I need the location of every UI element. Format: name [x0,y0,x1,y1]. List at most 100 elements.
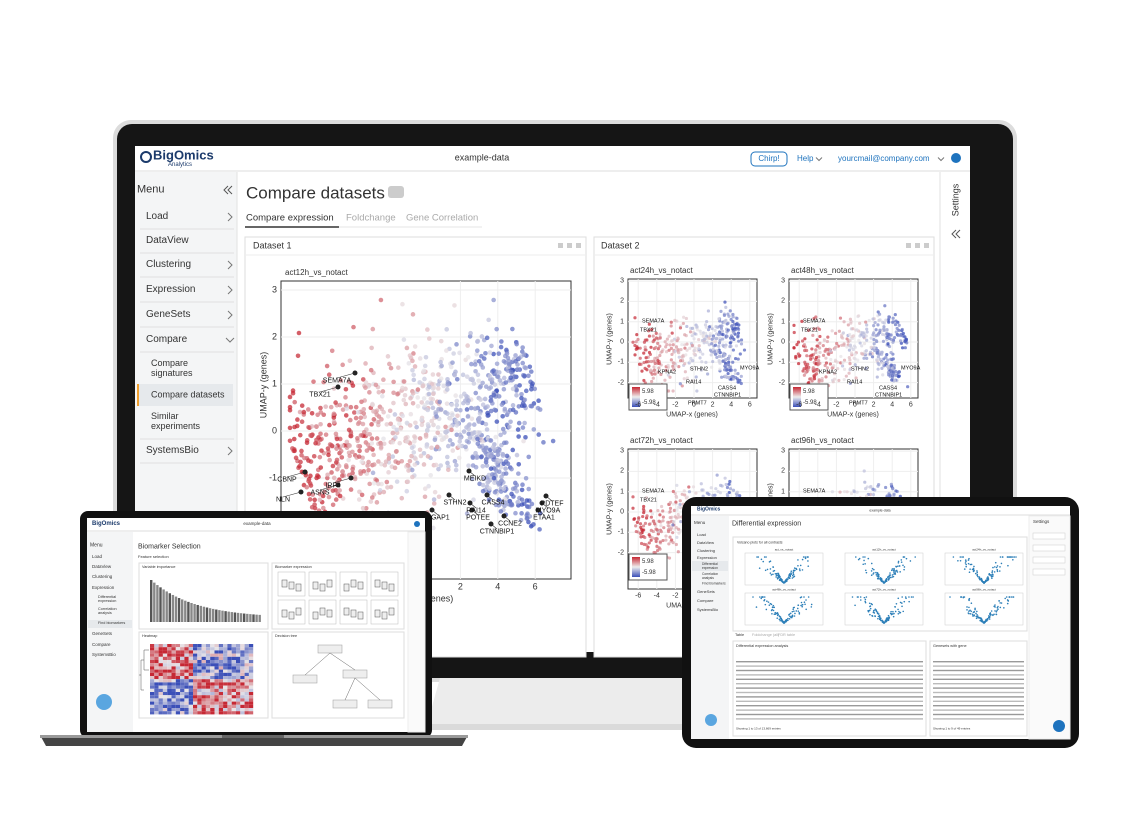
table-row [933,687,1024,689]
scatter-point [431,497,437,502]
scatter-point [537,527,542,532]
tab[interactable]: Foldchange (all) [752,633,780,638]
scatter-point [422,494,428,500]
volcano-point [760,558,763,561]
expand-icon [951,229,961,239]
scatter-point [409,467,415,473]
table-row [736,691,923,694]
scatter-point [403,401,409,407]
menu-subitem[interactable]: Differential expression [702,562,718,570]
volcano-point [889,574,892,576]
tab[interactable]: FDR table [778,633,796,638]
setting-field [1032,568,1066,576]
scatter-point [287,404,293,410]
menu-subitem[interactable]: Correlation analysis [702,572,719,580]
volcano-point [879,577,882,580]
volcano-point [862,563,865,566]
scatter-point [496,497,502,502]
scatter-point [287,438,293,444]
menu-item[interactable]: Expression [697,555,717,560]
volcano-point [993,613,995,616]
volcano-point [975,612,977,615]
volcano-point [973,610,976,613]
scatter-point [477,411,483,416]
volcano-point [794,612,796,615]
menu-item[interactable]: Load [697,532,706,537]
volcano-point [900,559,903,561]
scatter-point [331,419,337,425]
collapse-icon [223,185,233,195]
volcano-point [785,618,788,621]
volcano-point [990,610,993,612]
panel-title: Genesets with gene [933,644,967,649]
volcano-point [902,556,905,558]
volcano-point [965,563,967,566]
scatter-point [376,459,381,464]
table-row [933,696,1024,698]
volcano-point [969,613,972,615]
scatter-point [418,453,424,459]
volcano-point [959,556,962,558]
volcano-point [965,560,967,563]
volcano-point [1001,556,1004,558]
volcano-point [772,609,775,612]
volcano-point [983,622,985,624]
menu-item[interactable]: Clustering [697,548,716,553]
scatter-point [407,353,413,358]
scatter-point [461,429,467,434]
scatter-point [475,338,481,344]
volcano-point [775,576,777,578]
scatter-point [438,463,444,468]
volcano-point [987,578,989,581]
volcano-point [764,569,767,572]
scatter-point [407,458,413,464]
volcano-point [895,602,898,605]
volcano-point [779,619,781,622]
scatter-point [324,363,330,369]
menu-subitem[interactable]: Find biomarkers [702,581,726,586]
volcano-point [894,572,896,575]
volcano-point [775,574,778,577]
scatter-point [295,417,300,422]
menu-item[interactable]: Compare [697,598,714,603]
scatter-point [488,385,494,390]
volcano-point [897,560,900,563]
volcano-point [864,601,867,604]
scatter-point [287,394,293,400]
volcano-point [863,596,866,599]
scatter-point [520,425,526,430]
tab[interactable]: Table [735,633,745,638]
volcano-point [994,610,996,612]
volcano-point [973,614,975,617]
volcano-point [801,558,804,561]
scatter-point [475,372,481,378]
table-row [933,669,1024,672]
scatter-point [453,467,459,473]
menu-item[interactable]: SystemsBio [697,607,719,612]
scatter-point [491,351,496,357]
volcano-point [872,611,875,614]
volcano-point [791,610,794,613]
volcano-point [792,606,795,609]
scatter-point [429,445,434,451]
menu-item[interactable]: GeneSets [697,589,715,594]
scatter-point [512,374,517,379]
scatter-point [430,405,436,411]
volcano-point [854,604,856,607]
scatter-point [431,501,437,506]
volcano-point [787,577,789,579]
volcano-point [999,606,1002,609]
volcano-point [792,571,795,574]
scatter-point [326,372,332,378]
volcano-point [904,596,907,598]
volcano-point [869,613,871,616]
volcano-point [973,565,975,568]
scatter-point [330,502,336,508]
scatter-point [370,470,376,476]
volcano-point [797,604,800,607]
menu-item[interactable]: DataView [697,540,715,545]
scatter-point [448,416,453,421]
volcano-point [801,569,804,571]
volcano-point [887,614,890,617]
logo-icon [140,151,152,163]
